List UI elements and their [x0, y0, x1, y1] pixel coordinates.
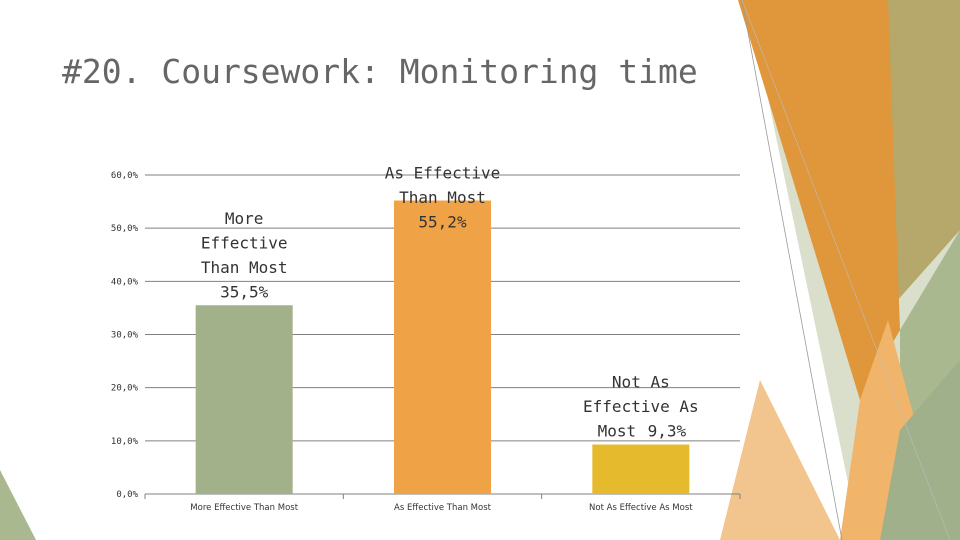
y-tick-label: 20,0% — [111, 384, 139, 394]
x-category-label: Not As Effective As Most — [589, 503, 693, 513]
deco-mid-orange — [720, 380, 840, 540]
y-tick-label: 60,0% — [111, 171, 139, 181]
deco-line-1 — [741, 0, 843, 540]
y-tick-label: 0,0% — [116, 490, 138, 500]
bar — [195, 305, 293, 494]
y-tick-label: 10,0% — [111, 437, 139, 447]
data-label-name: Than Most — [201, 258, 288, 277]
chart-bars — [195, 200, 690, 494]
chart-y-axis: 0,0% 10,0% 20,0% 30,0% 40,0% 50,0% 60,0% — [111, 171, 139, 500]
x-category-label: More Effective Than Most — [190, 503, 298, 513]
data-label-value: 35,5% — [220, 282, 269, 301]
y-tick-label: 50,0% — [111, 224, 139, 234]
slide-title: #20. Coursework: Monitoring time — [62, 52, 698, 91]
deco-sage-bottom — [880, 360, 960, 540]
chart-x-axis: More Effective Than Most As Effective Tha… — [144, 494, 741, 513]
data-label-value: 9,3% — [648, 422, 687, 441]
chart-data-labels: More Effective Than Most 35,5% As Effective T… — [201, 164, 699, 441]
data-label-name: Effective As — [583, 397, 699, 416]
data-label-name: More — [225, 209, 264, 228]
x-category-label: As Effective Than Most — [394, 503, 492, 513]
data-label-value: 55,2% — [418, 213, 467, 232]
data-label-name: Not As — [612, 373, 670, 392]
data-label-name: As Effective — [385, 164, 501, 183]
bar — [592, 444, 690, 494]
bar — [394, 200, 491, 494]
data-label-name: Effective — [201, 233, 288, 252]
data-label-name: Most — [598, 422, 637, 441]
data-label-name: Than Most — [399, 188, 486, 207]
deco-left-sliver — [0, 470, 36, 540]
y-tick-label: 30,0% — [111, 331, 139, 341]
y-tick-label: 40,0% — [111, 277, 139, 287]
deco-line-2 — [741, 0, 951, 540]
